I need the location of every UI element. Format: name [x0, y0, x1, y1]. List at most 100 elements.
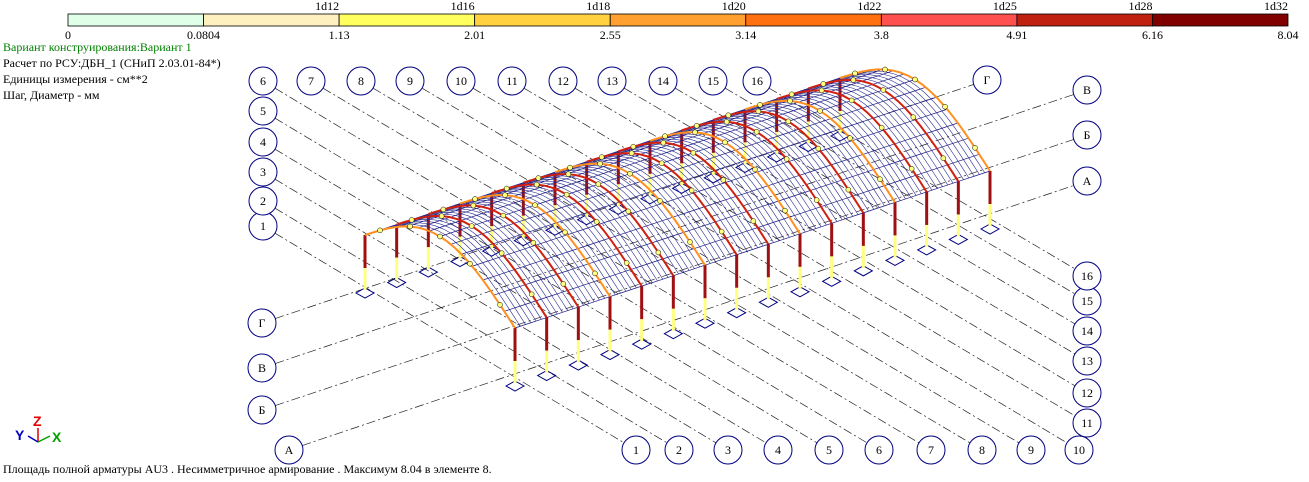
axis-label: 8 — [358, 74, 364, 88]
node — [850, 77, 857, 83]
roof-mesh — [665, 126, 817, 229]
node — [560, 281, 567, 287]
legend-diameter: 1d16 — [451, 0, 475, 13]
legend-swatch — [338, 13, 476, 27]
legend-swatch — [203, 13, 340, 27]
legend-value: 3.8 — [874, 28, 889, 42]
node — [407, 223, 413, 230]
node — [817, 108, 823, 114]
legend-value: 2.01 — [464, 28, 485, 42]
node — [723, 119, 730, 125]
node — [852, 70, 858, 77]
axis-bubble — [395, 66, 425, 96]
node — [497, 302, 503, 308]
legend-value: 0 — [65, 28, 71, 42]
node — [467, 260, 473, 267]
node — [882, 66, 888, 73]
axis-label: 9 — [407, 74, 413, 88]
node — [845, 186, 852, 193]
legend-value: 1.13 — [329, 28, 350, 42]
legend-swatch — [474, 13, 611, 27]
node — [660, 140, 667, 146]
node — [498, 250, 505, 256]
node — [690, 150, 697, 156]
node — [720, 177, 727, 183]
node — [787, 98, 793, 104]
node — [940, 155, 947, 162]
roof-mesh — [570, 158, 722, 261]
node — [562, 229, 568, 236]
legend-value: 8.04 — [1278, 28, 1299, 42]
axis-line — [274, 232, 625, 444]
roof-mesh — [533, 170, 685, 273]
node — [530, 240, 537, 246]
legend-value: 2.55 — [600, 28, 621, 42]
node — [593, 219, 600, 225]
axis-label: 11 — [1081, 416, 1093, 430]
axis-label: 8 — [979, 443, 985, 457]
node — [595, 181, 602, 187]
node — [815, 145, 822, 152]
roof-mesh — [412, 210, 563, 313]
axis-line — [574, 87, 1076, 387]
roof-mesh — [634, 137, 785, 240]
node — [847, 135, 853, 141]
axis-label: 13 — [606, 74, 618, 88]
units-text: Единицы измерения - см**2 — [3, 72, 148, 86]
axis-bubble — [248, 96, 278, 126]
legend-diameter: 1d20 — [722, 0, 746, 13]
legend-swatch — [67, 13, 204, 27]
axis-label: 14 — [657, 74, 669, 88]
node — [503, 185, 510, 192]
node — [470, 202, 477, 209]
footing — [853, 265, 874, 277]
footing — [418, 266, 439, 278]
axis-bubble — [864, 435, 894, 465]
axis-label: 3 — [725, 443, 731, 457]
axis-bubble — [248, 157, 278, 187]
axis-bubble — [763, 435, 793, 465]
axis-label: 10 — [455, 74, 467, 88]
axis-label: 1 — [260, 219, 266, 233]
legend-diameter: 1d18 — [586, 0, 610, 13]
node — [630, 143, 637, 150]
axis-bubble — [621, 435, 651, 465]
axis-bubble — [814, 435, 844, 465]
roof-mesh — [729, 105, 880, 208]
node — [785, 118, 792, 125]
roof-mesh — [760, 95, 912, 198]
footing — [979, 223, 1001, 235]
axis-label: 5 — [826, 443, 832, 457]
triad-x-label: X — [52, 429, 62, 445]
node — [625, 208, 632, 215]
axis-label: Б — [1084, 128, 1091, 142]
axis-bubble — [1072, 75, 1102, 105]
node — [688, 187, 695, 194]
axis-bubble — [248, 186, 278, 216]
node — [592, 270, 598, 277]
roof-mesh — [444, 199, 595, 302]
roof-mesh — [502, 180, 653, 283]
axis-bubble — [1016, 435, 1046, 465]
node — [472, 196, 478, 202]
node — [658, 160, 665, 166]
roof-mesh — [755, 97, 906, 200]
axis-bubble — [698, 66, 728, 96]
node — [627, 170, 633, 177]
footing — [663, 328, 684, 340]
node — [687, 239, 693, 245]
axis-label: А — [1083, 174, 1092, 188]
node — [532, 202, 538, 208]
footing — [504, 380, 526, 392]
node — [813, 197, 820, 203]
axis-label: 12 — [557, 74, 569, 88]
axis-label: В — [258, 361, 266, 375]
axis-label: 13 — [1081, 354, 1093, 368]
axis-bubble — [1072, 261, 1102, 291]
axis-label: 16 — [1081, 269, 1093, 283]
axis-bubble — [248, 127, 278, 157]
node — [567, 164, 573, 171]
node — [820, 81, 827, 87]
node — [718, 228, 725, 235]
